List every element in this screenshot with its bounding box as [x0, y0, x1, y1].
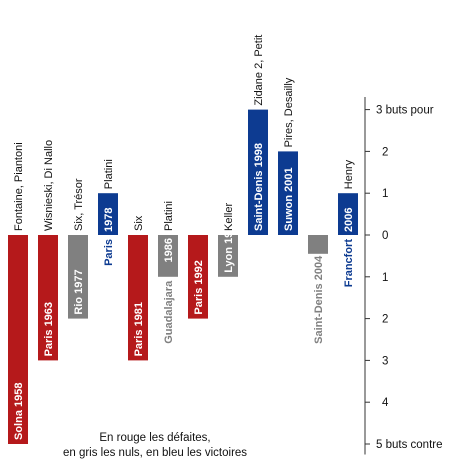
bar-label: Saint-Denis 2004	[313, 255, 325, 344]
scorers-label: Zidane 2, Petit	[253, 35, 265, 106]
bar-label: 1986	[163, 238, 175, 262]
bar	[68, 235, 88, 319]
scorers-label: Six	[133, 215, 145, 231]
scorers-label: Fontaine, Piantoni	[13, 142, 25, 231]
scorers-label: Six, Trésor	[73, 178, 85, 231]
y-tick-label: 1	[382, 188, 388, 200]
bar	[38, 235, 58, 361]
bar-label: Solna 1958	[13, 383, 25, 440]
bar-label-prefix: Guadalajara	[163, 280, 175, 344]
bar	[218, 235, 238, 277]
bar-label: Suwon 2001	[283, 167, 295, 231]
legend-note: En rouge les défaites, en gris les nuls,…	[40, 431, 270, 461]
y-tick-label: 2	[382, 146, 388, 158]
bar-label: Paris 1981	[133, 302, 145, 356]
scorers-label: Pires, Desailly	[283, 77, 295, 147]
bar-label: 2006	[343, 208, 355, 232]
bar	[248, 109, 268, 235]
scorers-label: Henry	[343, 159, 355, 189]
y-tick-label: 4	[382, 397, 389, 409]
bar	[98, 193, 118, 235]
y-tick-label: 2	[382, 314, 388, 326]
bar-label-prefix: Francfort	[343, 239, 355, 288]
y-tick-label: 0	[382, 230, 388, 242]
y-tick-label: 1	[382, 272, 388, 284]
y-tick-label: 5 buts contre	[376, 439, 442, 451]
scorers-label: Wisnieski, Di Nallo	[43, 140, 55, 231]
bar	[338, 193, 358, 235]
bar	[128, 235, 148, 361]
bar-label: Paris 1992	[193, 260, 205, 314]
legend-line-1: En rouge les défaites,	[99, 432, 211, 444]
bar	[8, 235, 28, 444]
bar-label: Lyon 1997	[223, 219, 235, 272]
legend-line-2: en gris les nuls, en bleu les victoires	[62, 447, 248, 459]
y-tick-label: 3	[382, 355, 388, 367]
bar-label-prefix: Paris	[103, 239, 115, 266]
bar-label: Saint-Denis 1998	[253, 143, 265, 231]
scorers-label: Keller	[223, 203, 235, 231]
scorers-label: Platini	[163, 201, 175, 231]
scorers-label: Platini	[103, 159, 115, 189]
bar	[278, 151, 298, 235]
bar	[158, 235, 178, 277]
bar-label: 1978	[103, 208, 115, 232]
bar	[188, 235, 208, 319]
bar	[308, 235, 328, 254]
bar-label: Rio 1977	[73, 269, 85, 314]
y-tick-label: 3 buts pour	[376, 105, 434, 117]
bar-label: Paris 1963	[43, 302, 55, 356]
